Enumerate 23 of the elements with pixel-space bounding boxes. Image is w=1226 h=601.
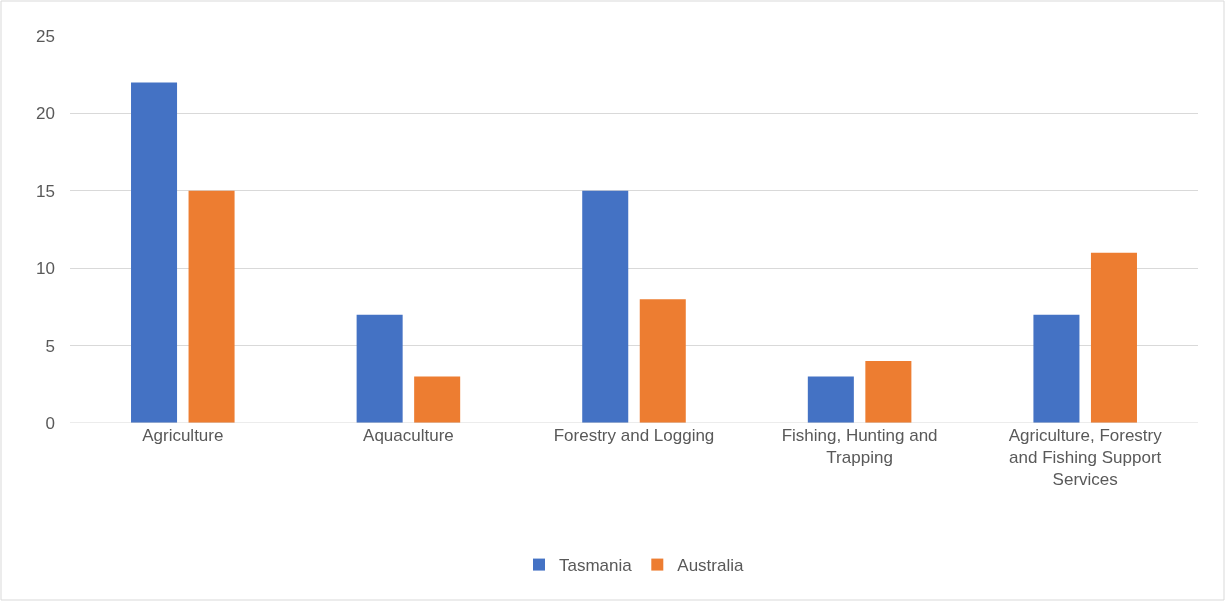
bar	[639, 299, 686, 423]
y-tick-label: 5	[45, 336, 55, 356]
bar	[188, 190, 235, 423]
bar	[414, 376, 461, 423]
y-tick-label: 10	[36, 259, 55, 279]
bar	[807, 376, 854, 423]
bar	[131, 82, 178, 423]
y-tick-label: 25	[36, 26, 55, 46]
x-tick-label: Agriculture	[142, 426, 224, 445]
x-tick-label: Aquaculture	[363, 426, 454, 445]
bar	[356, 314, 403, 423]
bar	[1033, 314, 1080, 423]
bar	[865, 361, 912, 423]
y-tick-label: 0	[45, 413, 55, 433]
x-tick-label: Fishing, Hunting and Trapping	[781, 426, 938, 468]
x-tick-label: Forestry and Logging	[553, 426, 715, 445]
bar	[1090, 252, 1137, 423]
y-tick-label: 20	[36, 104, 55, 124]
y-tick-label: 15	[36, 181, 55, 201]
x-tick-label: Agriculture, Forestry and Fishing Support Services	[1008, 426, 1163, 490]
bar	[582, 190, 629, 423]
legend-label: Australia	[677, 556, 744, 576]
legend-label: Tasmania	[559, 556, 633, 576]
